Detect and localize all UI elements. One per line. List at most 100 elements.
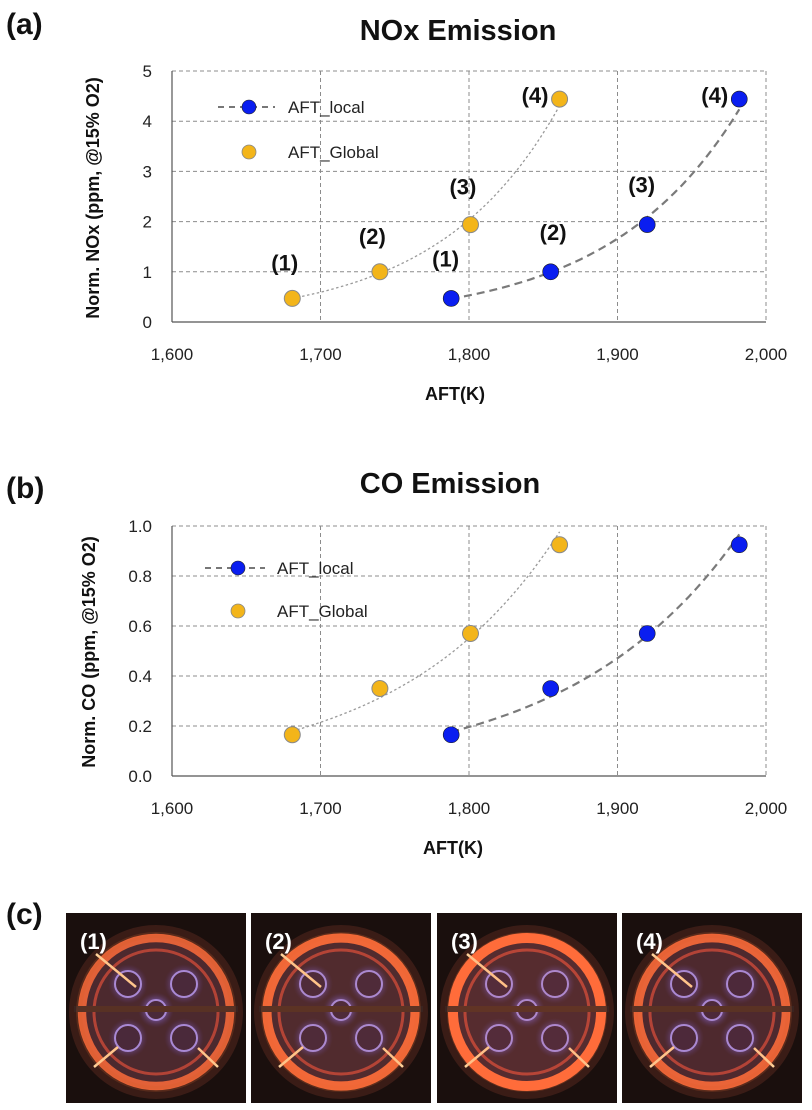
trend-lines [292,105,741,300]
nozzle [170,1024,198,1052]
data-point-aft-local [638,625,656,642]
nozzle [170,970,198,998]
nozzle [114,1024,142,1052]
panel-label-c: (c) [6,898,43,931]
point-label: (3) [628,173,655,198]
igniter-streak [382,1047,404,1068]
data-point-aft-local [442,290,460,307]
data-point-aft-global [371,680,389,697]
flame-glow [76,932,236,1092]
y-tick-label: 1.0 [128,517,152,536]
igniter-streak [280,953,322,988]
igniter-streak [466,953,508,988]
nozzle [726,1024,754,1052]
axes: 0 1 2 3 4 5 1,600 1,700 1,800 1,900 2,000 [143,62,788,364]
x-tick-label: 1,900 [596,345,639,364]
legend: AFT_local AFT_Global [218,98,379,162]
igniter-streak [278,1046,304,1068]
photo-label: (2) [265,929,292,954]
trend-line-aft-local [450,533,741,733]
legend-marker-local [230,560,246,576]
nox-emission-chart: NOx Emission 0 1 2 3 4 5 1,600 1,700 1,800 1,900 2… [83,15,787,404]
x-tick-label: 1,900 [596,799,639,818]
legend-label-global: AFT_Global [288,143,379,162]
panel-label-b: (b) [6,472,44,505]
nozzle [485,970,513,998]
nozzle [299,1024,327,1052]
x-tick-label: 2,000 [745,799,788,818]
data-point-aft-global [283,726,301,744]
support-bar [259,1006,423,1012]
flame-photo: (3) [437,913,617,1103]
data-points [283,536,748,744]
igniter-streak [651,953,693,988]
y-tick-label: 5 [143,62,152,81]
support-bar [74,1006,238,1012]
nozzle [355,970,383,998]
legend-label-local: AFT_local [288,98,365,117]
data-point-aft-global [461,216,479,234]
trend-lines [292,531,741,733]
igniter-streak [649,1046,675,1068]
nozzle [541,970,569,998]
chart-title: NOx Emission [360,15,557,47]
x-tick-label: 1,800 [448,799,491,818]
point-label: (4) [701,83,728,108]
igniter-streak [464,1046,490,1068]
flame-photo: (4) [622,913,802,1103]
data-point-aft-local [542,263,559,281]
data-point-aft-global [283,289,301,307]
nozzle [726,970,754,998]
flame-photo: (2) [251,913,431,1103]
igniter-streak [95,953,137,988]
legend: AFT_local AFT_Global [205,559,368,621]
x-tick-label: 1,800 [448,345,491,364]
x-tick-label: 1,600 [151,799,194,818]
y-tick-label: 0 [143,313,152,332]
y-tick-label: 0.8 [128,567,152,586]
flame-glow [632,932,792,1092]
igniter-streak [93,1046,119,1068]
data-point-aft-global [461,625,479,642]
y-axis-title: Norm. NOx (ppm, @15% O2) [83,77,103,319]
flame-photo: (1) [66,913,246,1103]
trend-line-aft-global [292,105,561,300]
co-emission-chart: CO Emission 0.0 0.2 0.4 0.6 0.8 1.0 1,600 1,700… [79,468,787,858]
nozzle [541,1024,569,1052]
legend-marker-global [230,603,246,619]
trend-line-aft-local [451,108,741,300]
x-axis-title: AFT(K) [423,838,483,858]
y-tick-label: 0.4 [128,667,152,686]
y-tick-label: 0.0 [128,767,152,786]
flame-photos: (1) (2) (3) (4) [66,913,802,1103]
flame-glow [447,932,607,1092]
point-label: (1) [432,246,459,271]
support-bar [630,1006,794,1012]
photo-label: (1) [80,929,107,954]
data-point-aft-local [730,90,748,108]
igniter-streak [753,1047,775,1068]
data-points [283,90,748,307]
point-label: (2) [540,220,567,245]
nozzle [299,970,327,998]
x-axis-title: AFT(K) [425,384,485,404]
nozzle [670,970,698,998]
point-annotations: (1) (2) (3) (4) (1) (2) (3) (4) [271,83,728,275]
data-point-aft-global [551,536,569,554]
legend-marker-global [241,144,257,160]
y-tick-label: 3 [143,162,152,181]
legend-label-local: AFT_local [277,559,354,578]
flame-glow [261,932,421,1092]
photo-label: (4) [636,929,663,954]
y-tick-label: 0.2 [128,717,152,736]
x-tick-label: 1,700 [299,345,342,364]
axes: 0.0 0.2 0.4 0.6 0.8 1.0 1,600 1,700 1,800 1,900 2,… [128,517,787,818]
y-tick-label: 2 [143,213,152,232]
data-point-aft-local [542,680,559,697]
point-label: (4) [522,83,549,108]
nozzle [485,1024,513,1052]
data-point-aft-local [638,216,656,233]
data-point-aft-global [551,90,569,108]
point-label: (2) [359,224,386,249]
